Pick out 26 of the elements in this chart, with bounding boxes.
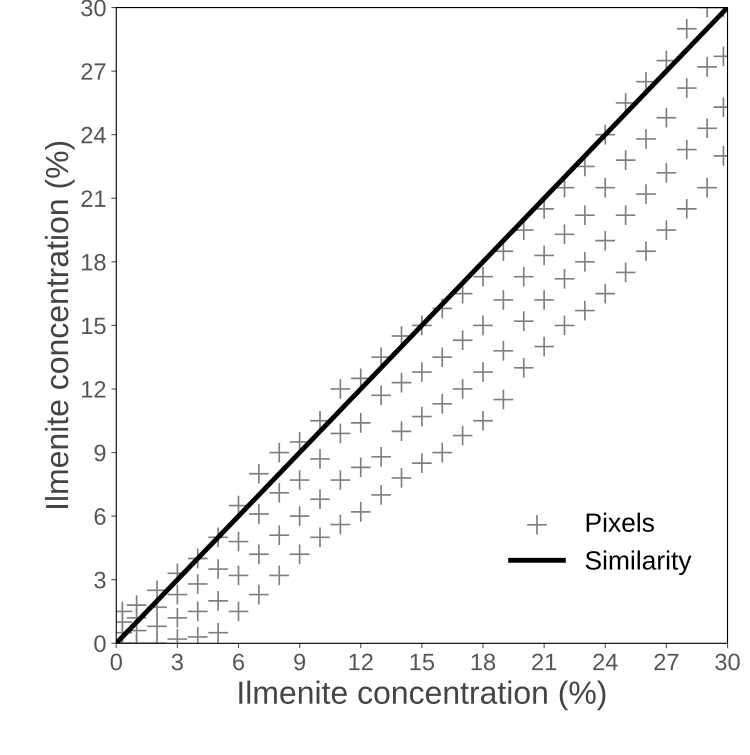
x-tick-label: 9 xyxy=(294,654,306,670)
x-tick-label: 30 xyxy=(715,654,740,670)
y-tick-label: 12 xyxy=(82,381,106,398)
y-tick-label: 0 xyxy=(94,635,106,652)
x-tick-label: 0 xyxy=(110,654,122,670)
y-tick-label: 15 xyxy=(82,318,106,334)
x-tick-label: 18 xyxy=(472,654,496,670)
y-tick-label: 30 xyxy=(81,0,106,16)
x-axis-title: Ilmenite concentration (%) xyxy=(239,680,606,710)
y-tick-label: 6 xyxy=(94,508,106,525)
x-tick-label: 12 xyxy=(349,654,373,670)
x-tick-label: 24 xyxy=(593,654,618,670)
y-tick-label: 9 xyxy=(94,444,106,462)
x-tick-label: 21 xyxy=(532,654,556,670)
y-tick-label: 24 xyxy=(81,126,106,144)
legend-label: Similarity xyxy=(586,550,692,576)
x-tick-label: 15 xyxy=(410,654,434,670)
x-tick-label: 3 xyxy=(172,654,183,670)
x-tick-label: 6 xyxy=(233,654,244,670)
y-tick-label: 27 xyxy=(81,63,106,80)
legend-label: Pixels xyxy=(586,512,654,532)
x-tick-label: 27 xyxy=(654,654,678,670)
y-tick-label: 18 xyxy=(82,254,106,271)
y-tick-label: 3 xyxy=(94,572,106,588)
y-axis-title: Ilmenite concentration (%) xyxy=(44,142,75,508)
y-tick-label: 21 xyxy=(81,190,106,207)
